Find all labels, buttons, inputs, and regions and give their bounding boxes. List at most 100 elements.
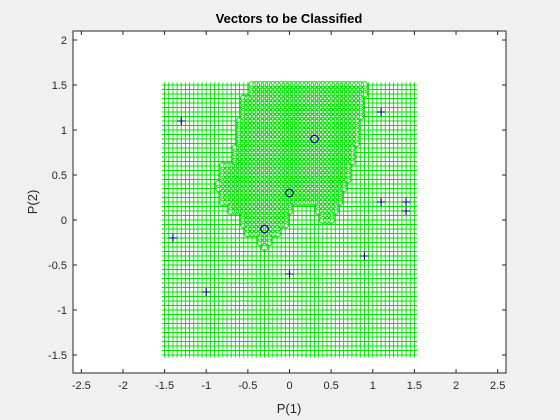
region-circle-marker — [273, 99, 281, 107]
region-circle-marker — [260, 238, 269, 247]
region-circle-marker — [227, 202, 236, 211]
region-circle-marker — [248, 189, 256, 197]
region-circle-marker — [314, 202, 323, 211]
region-circle-marker — [335, 157, 344, 166]
region-circle-marker — [298, 121, 306, 130]
region-circle-marker — [339, 139, 348, 148]
region-circle-marker — [318, 121, 327, 130]
region-circle-marker — [239, 135, 248, 143]
region-circle-marker — [289, 198, 298, 206]
region-circle-marker — [343, 157, 352, 166]
region-circle-marker — [331, 85, 340, 94]
region-circle-marker — [314, 162, 323, 170]
region-circle-marker — [273, 112, 281, 121]
region-circle-marker — [264, 207, 273, 215]
region-circle-marker — [339, 112, 348, 121]
region-circle-marker — [298, 153, 306, 161]
x-axis-label: P(1) — [277, 401, 302, 416]
region-circle-marker — [223, 166, 231, 175]
y-tick-label: 1.5 — [52, 80, 67, 92]
region-circle-marker — [298, 148, 306, 157]
region-circle-marker — [343, 139, 352, 148]
region-circle-marker — [335, 112, 344, 121]
region-circle-marker — [323, 162, 331, 170]
region-circle-marker — [264, 103, 273, 112]
region-circle-marker — [260, 81, 269, 89]
region-circle-marker — [244, 130, 252, 139]
region-circle-marker — [235, 135, 244, 143]
region-circle-marker — [260, 103, 269, 112]
region-circle-marker — [269, 189, 277, 197]
region-circle-marker — [285, 103, 294, 112]
region-circle-marker — [277, 180, 286, 188]
region-circle-marker — [273, 202, 281, 211]
region-circle-marker — [239, 144, 248, 152]
region-circle-marker — [318, 216, 327, 224]
region-circle-marker — [231, 175, 240, 184]
region-circle-marker — [252, 148, 261, 157]
region-circle-marker — [260, 229, 269, 238]
region-circle-marker — [264, 184, 273, 193]
region-circle-marker — [248, 193, 256, 202]
region-circle-marker — [306, 148, 315, 157]
region-circle-marker — [239, 162, 248, 170]
region-circle-marker — [293, 126, 302, 134]
region-circle-marker — [219, 162, 227, 170]
region-circle-marker — [252, 94, 261, 103]
vector-plus-point — [360, 252, 369, 260]
region-circle-marker — [310, 112, 319, 121]
region-circle-marker — [339, 144, 348, 152]
region-circle-marker — [281, 189, 290, 197]
region-circle-marker — [264, 139, 273, 148]
region-circle-marker — [256, 198, 265, 206]
region-circle-marker — [293, 112, 302, 121]
region-circle-marker — [252, 229, 261, 238]
region-circle-marker — [352, 108, 360, 116]
region-circle-marker — [248, 166, 256, 175]
region-circle-marker — [248, 90, 256, 98]
region-circle-marker — [318, 130, 327, 139]
region-circle-marker — [323, 94, 331, 103]
region-circle-marker — [244, 135, 252, 143]
region-circle-marker — [302, 153, 311, 161]
region-circle-marker — [310, 148, 319, 157]
region-circle-marker — [256, 99, 265, 107]
region-circle-marker — [314, 193, 323, 202]
region-circle-marker — [289, 139, 298, 148]
region-circle-marker — [343, 90, 352, 98]
region-circle-marker — [248, 153, 256, 161]
region-circle-marker — [281, 130, 290, 139]
y-tick-label: 2 — [61, 35, 67, 47]
region-circle-marker — [285, 198, 294, 206]
region-circle-marker — [269, 220, 277, 229]
region-circle-marker — [256, 157, 265, 166]
region-circle-marker — [306, 184, 315, 193]
region-circle-marker — [318, 94, 327, 103]
region-circle-marker — [256, 81, 265, 89]
region-circle-marker — [281, 180, 290, 188]
region-circle-marker — [293, 162, 302, 170]
region-circle-marker — [256, 211, 265, 220]
region-circle-marker — [314, 112, 323, 121]
region-circle-marker — [252, 162, 261, 170]
region-circle-marker — [343, 103, 352, 112]
region-circle-marker — [244, 162, 252, 170]
region-circle-marker — [239, 103, 248, 112]
region-circle-marker — [256, 175, 265, 184]
region-circle-marker — [264, 112, 273, 121]
chart-title: Vectors to be Classified — [216, 11, 363, 26]
region-circle-marker — [289, 85, 298, 94]
region-circle-marker — [306, 135, 315, 143]
region-circle-marker — [348, 117, 356, 125]
region-circle-marker — [293, 135, 302, 143]
region-circle-marker — [331, 175, 340, 184]
region-circle-marker — [235, 193, 244, 202]
region-circle-marker — [302, 184, 311, 193]
region-circle-marker — [298, 94, 306, 103]
region-circle-marker — [356, 85, 365, 94]
region-circle-marker — [260, 126, 269, 134]
region-circle-marker — [281, 202, 290, 211]
region-circle-marker — [273, 207, 281, 215]
region-circle-marker — [339, 153, 348, 161]
region-circle-marker — [277, 193, 286, 202]
